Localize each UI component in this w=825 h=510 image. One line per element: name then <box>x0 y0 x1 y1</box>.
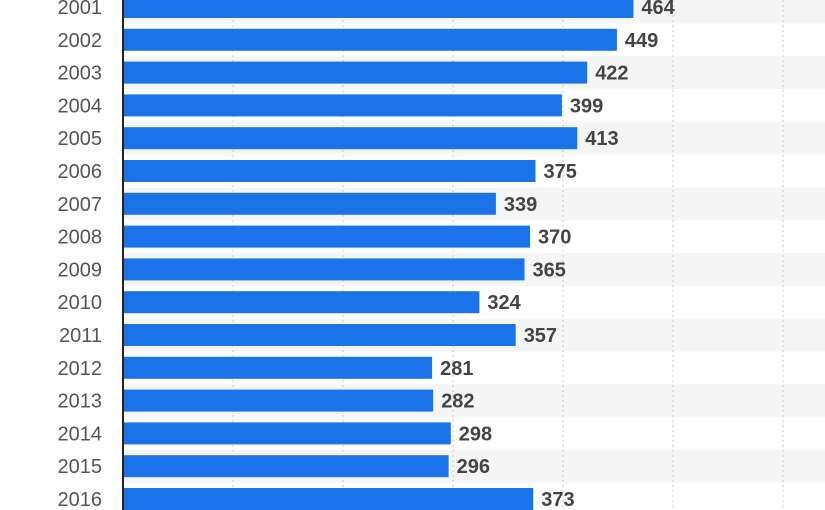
category-label: 2006 <box>58 161 103 183</box>
bar <box>123 61 588 84</box>
category-label: 2009 <box>58 259 103 281</box>
bar <box>123 455 449 478</box>
category-label: 2015 <box>58 456 103 478</box>
value-label: 399 <box>570 95 603 117</box>
category-label: 2005 <box>58 128 103 150</box>
value-label: 422 <box>595 63 628 85</box>
value-label: 375 <box>544 161 577 183</box>
bars <box>123 0 634 510</box>
category-label: 2014 <box>58 423 103 445</box>
bar <box>123 389 434 412</box>
value-label: 339 <box>504 194 537 216</box>
bar <box>123 225 530 248</box>
bar <box>123 422 451 445</box>
category-label: 2012 <box>58 358 103 380</box>
bar <box>123 192 496 215</box>
category-label: 2016 <box>58 489 103 510</box>
category-label: 2013 <box>58 391 103 413</box>
category-label: 2004 <box>58 95 103 117</box>
bar <box>123 0 634 18</box>
value-label: 365 <box>533 259 566 281</box>
value-label: 296 <box>457 456 490 478</box>
bar <box>123 356 433 379</box>
value-label: 464 <box>641 0 675 19</box>
category-label: 2001 <box>58 0 103 19</box>
category-label: 2010 <box>58 292 103 314</box>
value-label: 282 <box>441 391 474 413</box>
value-label: 449 <box>625 30 658 52</box>
category-labels: 2001 2002 2003 2004 2005 2006 2007 2008 2009 2010… <box>58 0 103 510</box>
value-label: 281 <box>440 358 473 380</box>
value-label: 357 <box>524 325 557 347</box>
bar <box>123 258 525 281</box>
bar <box>123 94 562 117</box>
bar <box>123 160 536 182</box>
category-label: 2003 <box>58 63 103 85</box>
value-label: 373 <box>541 489 574 510</box>
bar <box>123 291 480 314</box>
category-label: 2002 <box>58 30 103 52</box>
bar <box>123 488 534 510</box>
value-label: 298 <box>459 423 492 445</box>
category-label: 2011 <box>59 325 102 347</box>
value-label: 324 <box>487 292 521 314</box>
bar <box>123 28 617 51</box>
bar <box>123 127 578 150</box>
value-label: 370 <box>538 227 571 249</box>
category-label: 2008 <box>58 227 103 249</box>
bar <box>123 324 516 346</box>
value-label: 413 <box>585 128 618 150</box>
category-label: 2007 <box>58 194 103 216</box>
